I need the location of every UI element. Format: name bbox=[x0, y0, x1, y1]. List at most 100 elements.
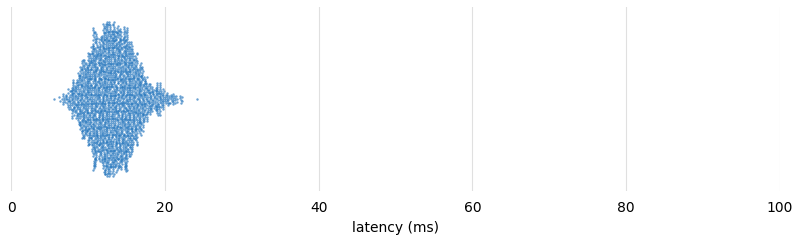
Point bbox=[117, 79, 130, 83]
Point bbox=[122, 86, 135, 90]
Point bbox=[168, 98, 181, 102]
Point bbox=[110, 100, 122, 104]
Point bbox=[94, 56, 106, 60]
Point bbox=[121, 47, 134, 51]
Point bbox=[143, 86, 156, 90]
Point bbox=[115, 123, 128, 127]
Point bbox=[117, 92, 130, 96]
Point bbox=[118, 91, 130, 95]
Point bbox=[75, 110, 88, 113]
Point bbox=[116, 72, 129, 76]
Point bbox=[128, 68, 141, 71]
Point bbox=[138, 117, 150, 121]
Point bbox=[125, 76, 138, 80]
Point bbox=[113, 149, 126, 152]
Point bbox=[90, 135, 103, 138]
Point bbox=[135, 76, 148, 80]
Point bbox=[98, 76, 111, 80]
Point bbox=[93, 40, 106, 44]
Point bbox=[98, 24, 110, 28]
Point bbox=[99, 172, 112, 175]
Point bbox=[139, 83, 152, 86]
Point bbox=[98, 141, 110, 145]
Point bbox=[90, 137, 102, 141]
Point bbox=[82, 68, 94, 72]
Point bbox=[131, 83, 144, 87]
Point bbox=[96, 105, 109, 109]
Point bbox=[121, 126, 134, 129]
Point bbox=[138, 92, 151, 96]
Point bbox=[71, 83, 84, 87]
Point bbox=[103, 45, 116, 49]
Point bbox=[81, 108, 94, 112]
Point bbox=[109, 96, 122, 100]
Point bbox=[123, 118, 136, 122]
Point bbox=[86, 151, 99, 154]
Point bbox=[102, 45, 114, 49]
Point bbox=[90, 54, 103, 58]
Point bbox=[127, 110, 140, 113]
Point bbox=[92, 106, 105, 110]
Point bbox=[105, 105, 118, 109]
Point bbox=[102, 162, 115, 166]
Point bbox=[88, 37, 101, 41]
Point bbox=[121, 133, 134, 136]
Point bbox=[146, 90, 159, 94]
Point bbox=[105, 123, 118, 127]
Point bbox=[122, 147, 134, 151]
Point bbox=[114, 30, 127, 34]
Point bbox=[101, 86, 114, 90]
Point bbox=[98, 85, 110, 89]
Point bbox=[78, 60, 90, 64]
Point bbox=[108, 121, 121, 125]
Point bbox=[119, 64, 132, 68]
Point bbox=[102, 29, 114, 33]
Point bbox=[157, 93, 170, 97]
Point bbox=[85, 120, 98, 124]
Point bbox=[137, 125, 150, 129]
Point bbox=[122, 72, 134, 76]
Point bbox=[105, 39, 118, 43]
Point bbox=[100, 125, 113, 129]
Point bbox=[78, 62, 91, 66]
Point bbox=[118, 128, 131, 132]
Point bbox=[110, 41, 122, 45]
Point bbox=[126, 74, 139, 78]
Point bbox=[100, 106, 113, 110]
Point bbox=[94, 135, 106, 138]
Point bbox=[71, 100, 84, 104]
Point bbox=[99, 85, 112, 89]
Point bbox=[133, 98, 146, 102]
Point bbox=[105, 141, 118, 144]
Point bbox=[89, 69, 102, 73]
Point bbox=[109, 157, 122, 160]
Point bbox=[105, 119, 118, 123]
Point bbox=[94, 92, 106, 96]
Point bbox=[85, 135, 98, 138]
Point bbox=[85, 67, 98, 70]
Point bbox=[102, 103, 115, 107]
Point bbox=[98, 104, 111, 108]
Point bbox=[62, 87, 74, 91]
Point bbox=[83, 97, 96, 101]
Point bbox=[152, 89, 165, 93]
Point bbox=[110, 104, 122, 108]
Point bbox=[101, 109, 114, 113]
Point bbox=[98, 38, 111, 42]
Point bbox=[85, 63, 98, 67]
Point bbox=[59, 97, 72, 101]
Point bbox=[84, 76, 97, 79]
Point bbox=[100, 45, 113, 49]
Point bbox=[103, 30, 116, 34]
Point bbox=[60, 101, 73, 105]
Point bbox=[111, 79, 124, 83]
Point bbox=[120, 122, 133, 126]
Point bbox=[114, 98, 126, 102]
Point bbox=[114, 164, 126, 167]
Point bbox=[120, 149, 133, 152]
Point bbox=[143, 105, 156, 108]
Point bbox=[74, 75, 86, 78]
Point bbox=[114, 126, 126, 129]
Point bbox=[70, 109, 82, 113]
Point bbox=[126, 65, 139, 69]
